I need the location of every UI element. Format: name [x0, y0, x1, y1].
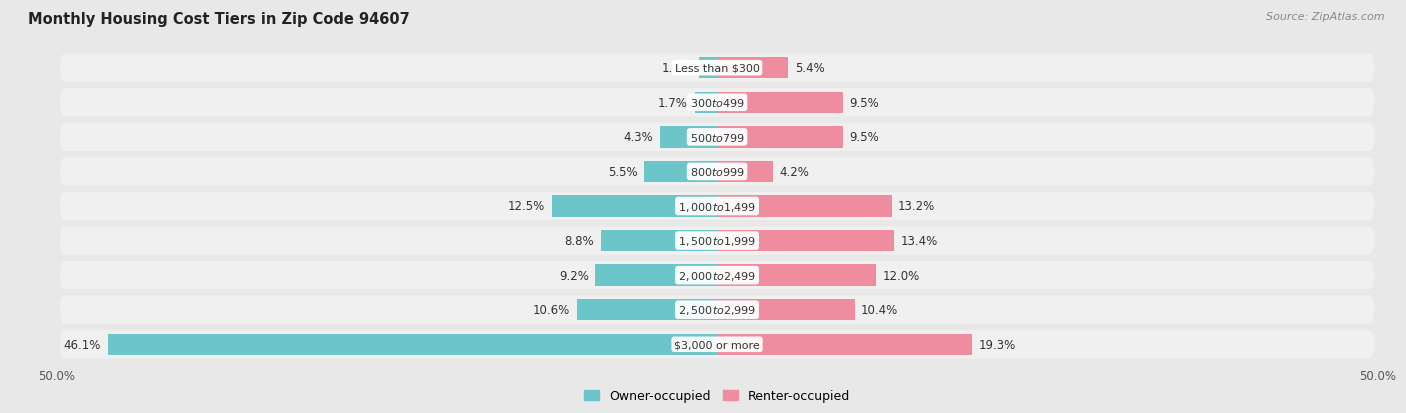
- Text: 13.2%: 13.2%: [898, 200, 935, 213]
- Text: 46.1%: 46.1%: [63, 338, 101, 351]
- FancyBboxPatch shape: [60, 261, 1374, 290]
- Text: 13.4%: 13.4%: [901, 235, 938, 247]
- Text: 5.4%: 5.4%: [794, 62, 825, 75]
- Text: $3,000 or more: $3,000 or more: [675, 339, 759, 349]
- Bar: [661, 127, 717, 148]
- Text: 9.5%: 9.5%: [849, 97, 879, 109]
- Text: $1,500 to $1,999: $1,500 to $1,999: [678, 235, 756, 247]
- Text: 12.5%: 12.5%: [508, 200, 546, 213]
- Text: $1,000 to $1,499: $1,000 to $1,499: [678, 200, 756, 213]
- Text: 5.5%: 5.5%: [609, 166, 638, 178]
- Text: 9.2%: 9.2%: [560, 269, 589, 282]
- Text: 10.6%: 10.6%: [533, 304, 571, 316]
- Bar: [717, 196, 891, 217]
- FancyBboxPatch shape: [60, 55, 1374, 83]
- FancyBboxPatch shape: [60, 89, 1374, 117]
- Bar: [717, 334, 972, 355]
- Text: 4.3%: 4.3%: [624, 131, 654, 144]
- Text: 1.7%: 1.7%: [658, 97, 688, 109]
- Text: $500 to $799: $500 to $799: [689, 131, 745, 143]
- FancyBboxPatch shape: [60, 227, 1374, 255]
- Bar: [717, 93, 842, 114]
- Text: $300 to $499: $300 to $499: [689, 97, 745, 109]
- Bar: [717, 58, 789, 79]
- Bar: [644, 161, 717, 183]
- Bar: [695, 93, 717, 114]
- Bar: [717, 230, 894, 252]
- Bar: [600, 230, 717, 252]
- Text: 9.5%: 9.5%: [849, 131, 879, 144]
- Text: 1.4%: 1.4%: [662, 62, 692, 75]
- FancyBboxPatch shape: [60, 158, 1374, 186]
- Text: $2,500 to $2,999: $2,500 to $2,999: [678, 304, 756, 316]
- Text: 8.8%: 8.8%: [565, 235, 595, 247]
- Text: $2,000 to $2,499: $2,000 to $2,499: [678, 269, 756, 282]
- Bar: [717, 161, 772, 183]
- Bar: [717, 265, 876, 286]
- FancyBboxPatch shape: [60, 192, 1374, 221]
- Bar: [717, 127, 842, 148]
- Text: 19.3%: 19.3%: [979, 338, 1017, 351]
- Text: 4.2%: 4.2%: [779, 166, 808, 178]
- Text: Source: ZipAtlas.com: Source: ZipAtlas.com: [1267, 12, 1385, 22]
- Text: 12.0%: 12.0%: [883, 269, 920, 282]
- FancyBboxPatch shape: [60, 296, 1374, 324]
- Text: $800 to $999: $800 to $999: [689, 166, 745, 178]
- Text: Monthly Housing Cost Tiers in Zip Code 94607: Monthly Housing Cost Tiers in Zip Code 9…: [28, 12, 411, 27]
- FancyBboxPatch shape: [60, 123, 1374, 152]
- Bar: [108, 334, 717, 355]
- Text: Less than $300: Less than $300: [675, 64, 759, 74]
- Bar: [551, 196, 717, 217]
- Legend: Owner-occupied, Renter-occupied: Owner-occupied, Renter-occupied: [579, 385, 855, 408]
- Text: 10.4%: 10.4%: [860, 304, 898, 316]
- Bar: [699, 58, 717, 79]
- Bar: [596, 265, 717, 286]
- Bar: [717, 299, 855, 320]
- FancyBboxPatch shape: [60, 330, 1374, 358]
- Bar: [576, 299, 717, 320]
